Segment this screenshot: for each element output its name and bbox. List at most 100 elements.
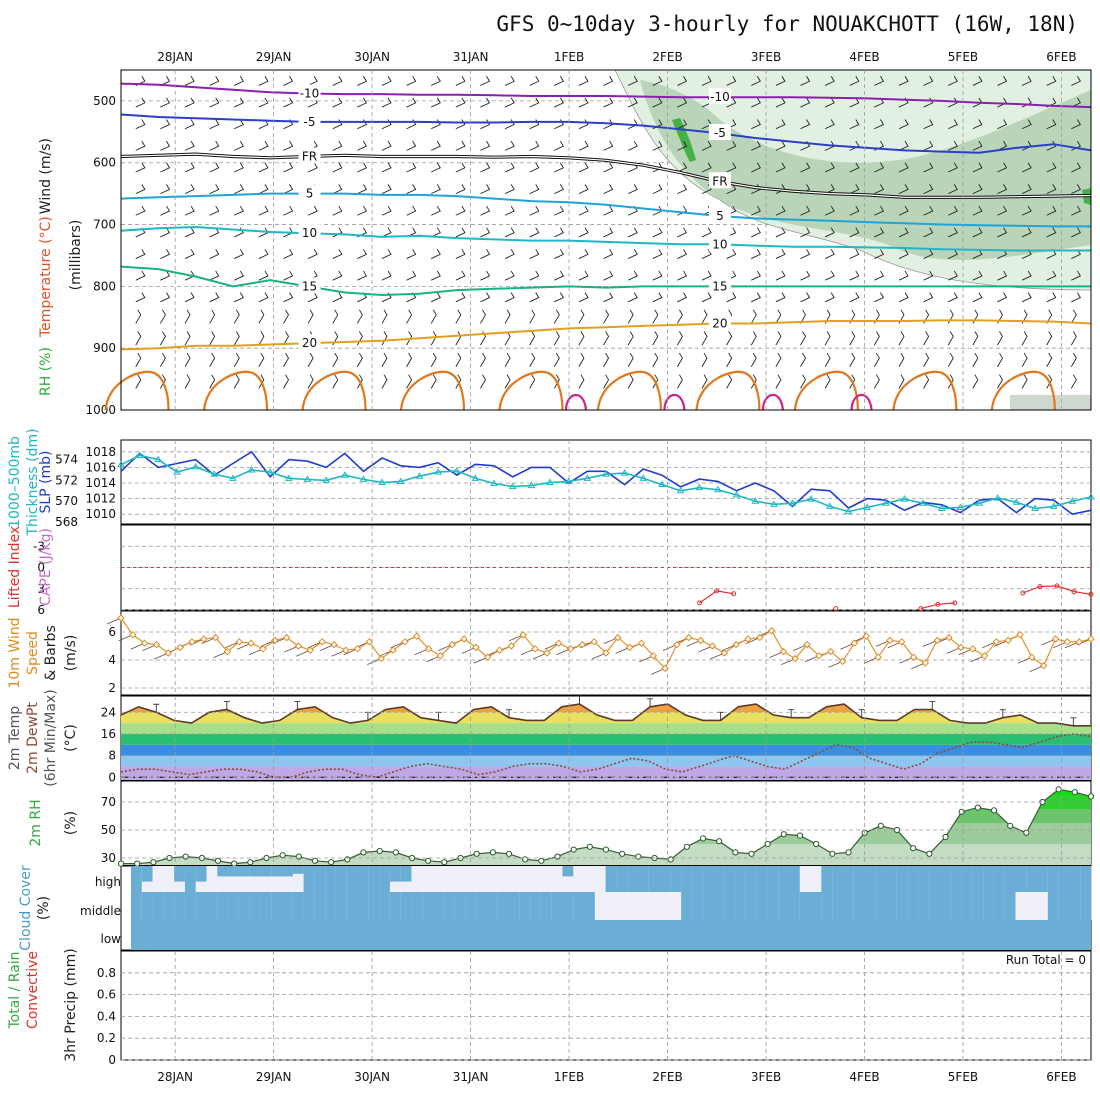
wind-point [318, 638, 326, 646]
cloud-cell-high [228, 866, 240, 877]
wind-point [282, 633, 291, 642]
wind-barb [677, 331, 683, 346]
rh-point [554, 853, 561, 860]
wind-barb [357, 205, 368, 216]
cloud-cell-middle [756, 892, 768, 920]
rh-point [748, 850, 755, 857]
wind-barb [431, 140, 441, 151]
temp-bands [121, 704, 1091, 780]
isotherm-label-bg [298, 84, 321, 101]
wind-barb [874, 270, 885, 281]
wind-barb [1021, 97, 1032, 108]
wind-barb [480, 97, 491, 108]
wind-barb [283, 205, 294, 216]
thickness-point [1068, 497, 1077, 504]
wind-point [909, 653, 918, 661]
wind-barb [775, 227, 786, 238]
cloud-cell-bg [562, 866, 574, 892]
rh-point [813, 840, 820, 848]
wind-barb [529, 292, 540, 303]
wind-barb [652, 140, 663, 151]
cloud-cell-high [983, 866, 995, 892]
wind-barb [701, 331, 708, 346]
cloud-cell-high [1026, 866, 1038, 892]
warm-contour-loop [498, 370, 564, 411]
warm-contour-loop [202, 370, 269, 411]
wind-point [413, 632, 421, 640]
wind-point [460, 635, 468, 643]
wind-barb [529, 374, 536, 389]
wind-barb [948, 162, 958, 173]
cloud-cell-middle [476, 892, 488, 920]
temp-band [121, 733, 1091, 745]
date-label-bottom-2FEB: 2FEB [652, 1070, 682, 1084]
cloud-cover-chart [131, 866, 1092, 950]
wind-point [543, 649, 551, 657]
wind-barb [307, 352, 314, 367]
cloud-cell-middle [346, 892, 358, 920]
wind-barb [332, 249, 343, 259]
wind-barb [800, 162, 811, 173]
wind-barb [603, 374, 610, 389]
wind-barb [529, 205, 540, 216]
isotherm--5: -5 -5 [120, 112, 1092, 154]
thickness-point [340, 471, 349, 478]
wind-barb [554, 184, 565, 195]
thickness-point [229, 474, 237, 481]
wind-barb [209, 119, 220, 130]
wind-barb [849, 184, 860, 195]
wind-barb [800, 331, 807, 346]
temp-max-marker [858, 709, 865, 718]
cloud-cell-high [1004, 866, 1016, 892]
thickness-point [770, 500, 778, 507]
temp-max-marker [999, 709, 1006, 718]
cloud-cell-middle [292, 892, 304, 920]
rh-point [635, 853, 642, 860]
date-label-bottom-1FEB: 1FEB [554, 1070, 584, 1084]
isotherm-line [120, 319, 1092, 351]
wind-barb [160, 374, 166, 389]
wind-point [779, 647, 788, 656]
wind-barb [209, 374, 216, 389]
freezing-line-inner [120, 153, 1092, 198]
precip-tick-0.8: 0.8 [97, 966, 116, 980]
thickness-tick-568: 568 [55, 515, 78, 529]
wind-barb [652, 270, 663, 281]
wind-point [223, 647, 232, 656]
wind-barb [751, 97, 761, 108]
isotherm-line [120, 82, 1092, 109]
wind-barb [874, 119, 885, 130]
cloud-cell-middle [195, 892, 207, 920]
wind-point [152, 640, 161, 649]
wind-point [483, 653, 492, 661]
wind-barb [480, 227, 491, 238]
wind-barb [554, 292, 565, 303]
wind-barb [209, 75, 220, 86]
wind-barb [258, 140, 269, 151]
cloud-cell-high [691, 866, 703, 892]
wind-point [933, 636, 941, 645]
temp-max-marker [1070, 717, 1077, 726]
run-total-label: Run Total = 0 [1006, 953, 1086, 967]
cloud-cell-high [627, 866, 639, 892]
ylabel-total-rain: Total / Rain [7, 951, 23, 1029]
cloud-cell-bg [530, 866, 542, 892]
wind-barb [824, 331, 831, 346]
ylabel-cape: CAPE (J/kg) [38, 528, 54, 606]
cloud-cell-high [174, 866, 186, 882]
cloud-cell-middle [260, 892, 272, 920]
wind-barb [578, 119, 589, 130]
cloud-cell-bg [217, 866, 229, 892]
wind-barb [898, 75, 909, 86]
wind-barb [923, 331, 930, 346]
wind-barb [726, 374, 733, 389]
wind-point [685, 633, 693, 642]
wind-barb [849, 292, 860, 303]
wind-barb [480, 249, 491, 259]
temp-band [121, 744, 1091, 756]
cloud-cell-bg [637, 892, 650, 920]
rh-point [279, 852, 286, 859]
wind-barb [898, 205, 909, 216]
wind-barb [504, 162, 515, 173]
wind-barb [455, 270, 466, 281]
